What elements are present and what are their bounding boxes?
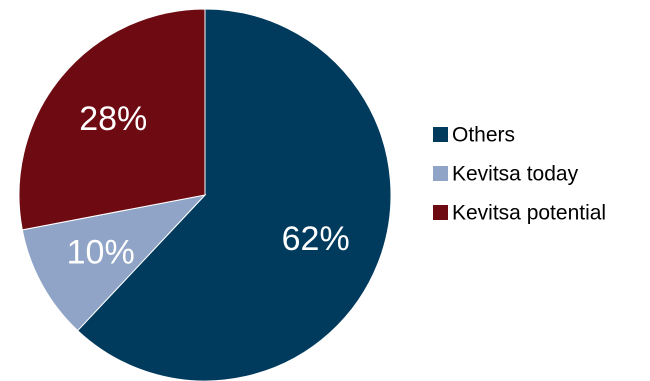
legend-item-kevitsa-today: Kevitsa today [433,163,579,186]
legend: Others Kevitsa today Kevitsa potential [433,124,606,225]
legend-swatch-kevitsa-today [433,166,448,181]
pie-slices [18,8,392,381]
legend-label-others: Others [452,124,515,147]
pie-slice-kevitsa-potential [18,8,206,231]
data-label-kevitsa-potential: 28% [79,100,147,138]
legend-swatch-others [433,127,448,142]
pie-data-labels: 62% 10% 28% [67,100,350,271]
data-label-kevitsa-today: 10% [67,233,135,271]
legend-item-others: Others [433,124,515,147]
pie-slice-kevitsa-today [21,194,207,332]
legend-swatch-kevitsa-potential [433,205,448,220]
legend-item-kevitsa-potential: Kevitsa potential [433,202,606,225]
pie-slice-others [76,8,392,381]
legend-label-kevitsa-today: Kevitsa today [452,163,579,186]
data-label-others: 62% [282,220,350,258]
legend-label-kevitsa-potential: Kevitsa potential [452,202,606,225]
